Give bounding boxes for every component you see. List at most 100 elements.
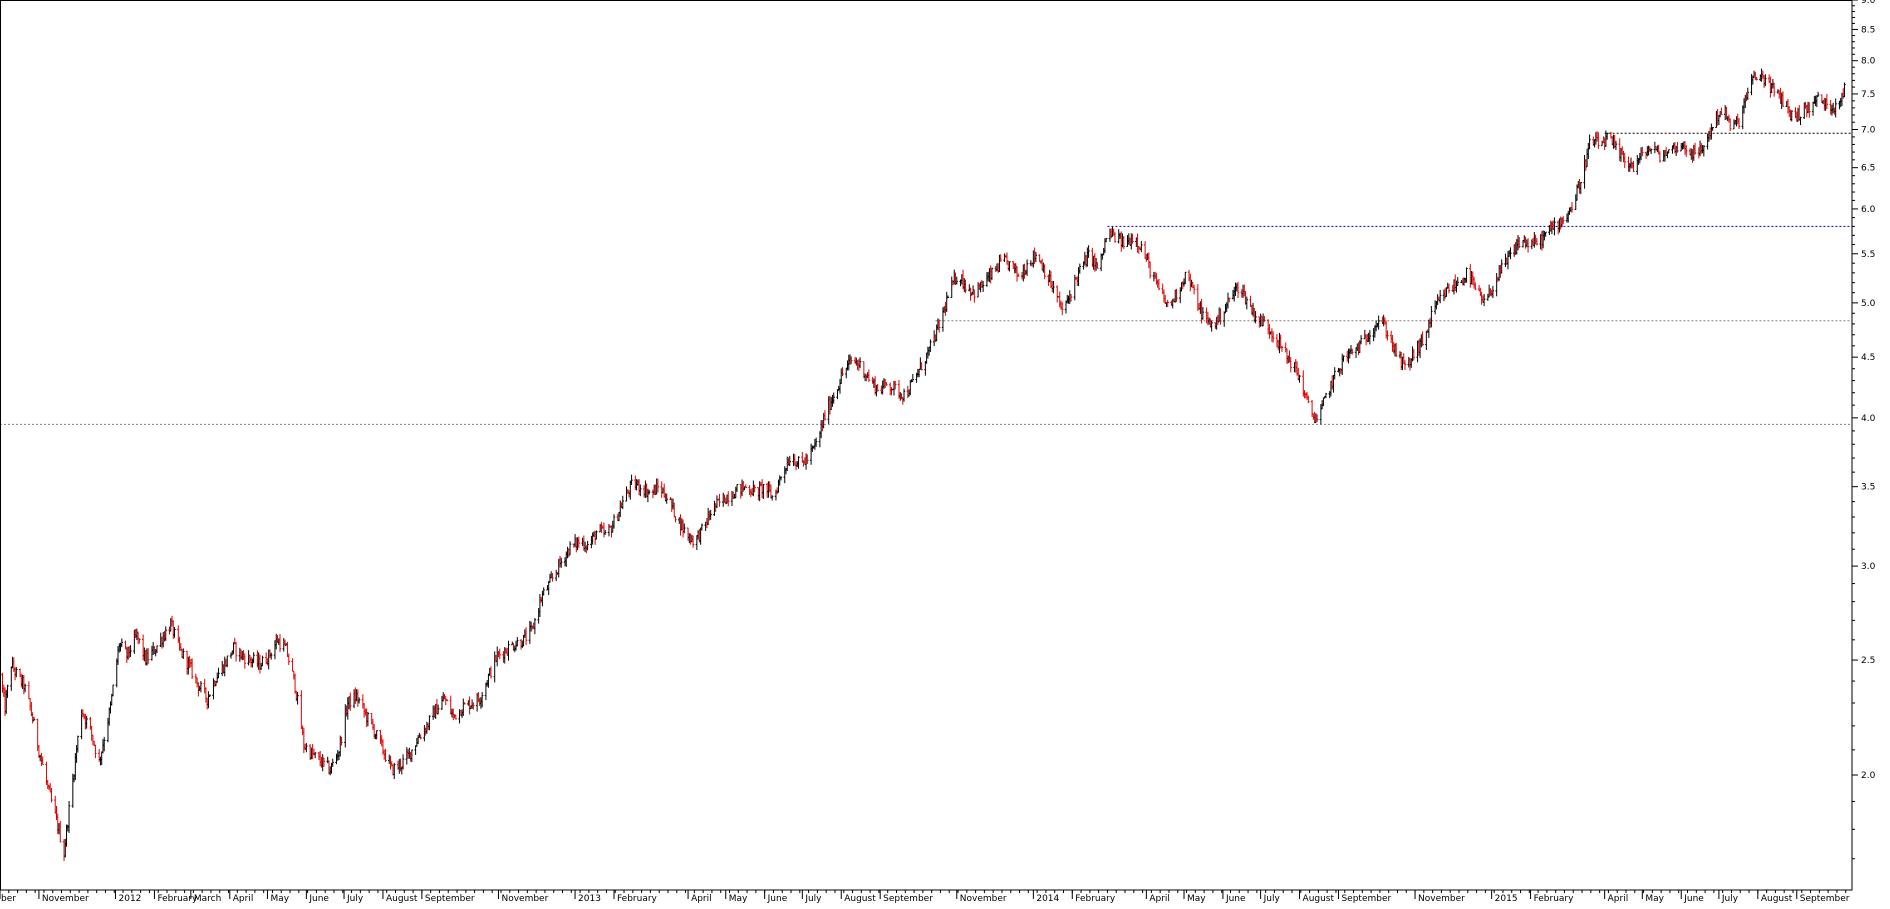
x-tick-label: July [1263, 894, 1281, 904]
x-tick-label: August [844, 894, 876, 904]
price-bar [683, 523, 686, 534]
y-axis: 2.0 2.5 3.0 3.5 4.0 4.5 5.0 5.5 6.0 6.5 7.0 7.5 8.0 8… [1851, 0, 1876, 890]
y-tick-label: 5.0 [1861, 299, 1876, 309]
x-tick-label: April [691, 894, 712, 904]
price-bar [1491, 285, 1495, 299]
price-bar [59, 820, 62, 843]
price-bar [1808, 102, 1811, 118]
price-bar [1359, 335, 1363, 345]
price-bar [1711, 126, 1714, 131]
price-bar [1113, 232, 1117, 243]
price-bar [1772, 82, 1776, 97]
price-bar [173, 627, 176, 638]
price-bar [375, 730, 378, 740]
price-bar [419, 734, 422, 740]
price-bar [103, 736, 106, 752]
price-bar [516, 636, 519, 647]
y-tick-label: 4.0 [1861, 414, 1876, 424]
price-bar [1456, 277, 1459, 286]
price-bar [1509, 247, 1512, 260]
x-tick-label: June [1225, 894, 1246, 904]
price-bar [1078, 263, 1082, 274]
price-bar [1781, 91, 1785, 107]
x-tick-label: August [1303, 894, 1335, 904]
price-bar [1403, 360, 1407, 370]
price-bar [955, 276, 958, 285]
price-bar [551, 573, 554, 582]
price-bar [1061, 302, 1064, 316]
price-bar [894, 380, 897, 390]
x-tick-label: May [1187, 894, 1206, 904]
price-bar [1315, 414, 1319, 422]
price-bar [1228, 297, 1231, 303]
x-tick-label: May [729, 894, 748, 904]
price-bar [1755, 76, 1758, 81]
price-bar [700, 523, 704, 531]
price-bar [313, 752, 317, 759]
price-bar [1588, 134, 1591, 150]
price-bar [929, 339, 932, 352]
price-bar [937, 319, 941, 333]
x-tick-label: April [1149, 894, 1170, 904]
price-bar [1614, 140, 1618, 151]
price-bar [15, 666, 18, 678]
price-bar [1562, 216, 1565, 225]
price-bar [1351, 348, 1354, 355]
price-bar [498, 648, 501, 660]
y-tick-label: 9.0 [1861, 0, 1876, 6]
price-bar [1685, 145, 1688, 157]
price-bar [1535, 237, 1539, 246]
price-bar [1333, 367, 1336, 380]
price-bar [1271, 331, 1275, 343]
price-bar [1223, 311, 1226, 327]
y-tick-label: 3.0 [1861, 562, 1876, 572]
price-bar [199, 680, 203, 693]
x-tick-label: April [1608, 894, 1629, 904]
price-bar [410, 749, 414, 763]
price-bar [850, 356, 853, 365]
price-bar [691, 535, 695, 548]
price-bar [41, 756, 44, 765]
x-tick-label: July [346, 894, 364, 904]
price-bar [1280, 345, 1284, 352]
x-tick-label: August [1761, 894, 1793, 904]
price-bar [401, 754, 405, 770]
price-bar [1069, 294, 1073, 302]
price-bar [393, 762, 396, 780]
price-bar [1425, 330, 1428, 351]
x-tick-label: November [501, 894, 548, 904]
y-tick-label: 5.5 [1861, 250, 1875, 260]
x-tick-label: September [883, 894, 933, 904]
price-bar [823, 410, 827, 421]
price-bar [146, 648, 150, 665]
price-bar [463, 702, 466, 705]
price-bar [322, 757, 326, 767]
price-bar [1412, 348, 1415, 361]
price-bar [138, 637, 141, 644]
price-bar [555, 569, 558, 582]
price-bar [1395, 342, 1398, 357]
price-bar [472, 702, 475, 710]
x-tick-label: 2012 [119, 894, 142, 904]
price-bar [1447, 283, 1451, 294]
price-bar [1570, 201, 1574, 213]
price-bar [1166, 299, 1169, 308]
price-bar [1236, 281, 1240, 299]
price-bar [1289, 356, 1292, 373]
price-bar [1544, 231, 1547, 237]
y-tick-label: 2.5 [1861, 656, 1875, 666]
price-bar [1254, 311, 1257, 324]
price-bar [841, 367, 844, 377]
price-bar [1043, 264, 1046, 280]
price-bar [50, 788, 53, 803]
price-bar [340, 736, 343, 746]
price-bar [445, 699, 449, 702]
price-bar [155, 645, 159, 654]
price-bar [1825, 93, 1829, 110]
price-bar [111, 684, 115, 697]
y-tick-label: 8.0 [1861, 57, 1876, 67]
price-bar [735, 484, 739, 492]
price-bar [867, 369, 871, 382]
price-bar [762, 484, 765, 499]
